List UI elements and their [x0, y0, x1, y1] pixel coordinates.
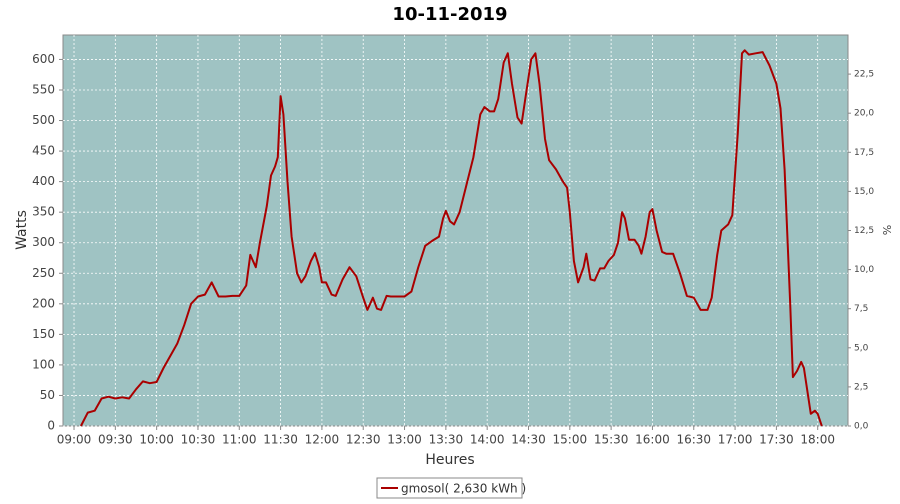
y2-tick-label: 0,0: [854, 422, 869, 432]
y2-tick-label: 17,5: [854, 148, 874, 158]
x-tick-label: 10:30: [181, 433, 216, 447]
x-tick-label: 09:30: [98, 433, 133, 447]
x-tick-label: 12:00: [305, 433, 340, 447]
x-tick-label: 12:30: [346, 433, 381, 447]
x-tick-label: 14:30: [511, 433, 546, 447]
x-tick-label: 16:30: [676, 433, 711, 447]
y-tick-label: 0: [47, 419, 55, 433]
y2-tick-label: 7,5: [854, 304, 868, 314]
y2-tick-label: 5,0: [854, 343, 869, 353]
x-tick-label: 15:00: [553, 433, 588, 447]
y-tick-label: 250: [32, 266, 55, 280]
x-tick-label: 16:00: [635, 433, 670, 447]
y-tick-label: 350: [32, 205, 55, 219]
y2-tick-label: 22,5: [854, 70, 874, 80]
x-tick-label: 15:30: [594, 433, 629, 447]
y2-tick-label: 10,0: [854, 265, 874, 275]
x-tick-label: 09:00: [57, 433, 92, 447]
x-tick-label: 10:00: [139, 433, 174, 447]
y-axis-label: Watts: [14, 210, 30, 250]
x-tick-label: 14:00: [470, 433, 505, 447]
x-tick-label: 17:30: [759, 433, 794, 447]
y-tick-label: 500: [32, 113, 55, 127]
y-tick-label: 50: [40, 388, 55, 402]
x-tick-label: 11:00: [222, 433, 257, 447]
y-tick-label: 100: [32, 357, 55, 371]
y-tick-label: 400: [32, 174, 55, 188]
y2-tick-label: 12,5: [854, 226, 874, 236]
plot-area: [62, 34, 849, 427]
legend-label: gmosol( 2,630 kWh ): [401, 482, 526, 496]
y-tick-label: 150: [32, 327, 55, 341]
y2-tick-label: 2,5: [854, 382, 868, 392]
x-tick-label: 18:00: [800, 433, 835, 447]
y-tick-label: 550: [32, 82, 55, 96]
y-tick-label: 600: [32, 52, 55, 66]
y2-tick-label: 15,0: [854, 187, 874, 197]
legend-box: [376, 477, 523, 499]
chart-title: 10-11-2019: [392, 4, 507, 25]
y2-axis-label: %: [881, 225, 894, 235]
x-axis-label: Heures: [425, 452, 474, 468]
x-tick-label: 13:30: [429, 433, 464, 447]
x-tick-label: 11:30: [263, 433, 298, 447]
y2-tick-label: 20,0: [854, 109, 874, 119]
x-tick-label: 13:00: [387, 433, 422, 447]
y-tick-label: 200: [32, 296, 55, 310]
x-tick-label: 17:00: [718, 433, 753, 447]
y-tick-label: 450: [32, 144, 55, 158]
y-tick-label: 300: [32, 235, 55, 249]
line: [80, 49, 823, 427]
